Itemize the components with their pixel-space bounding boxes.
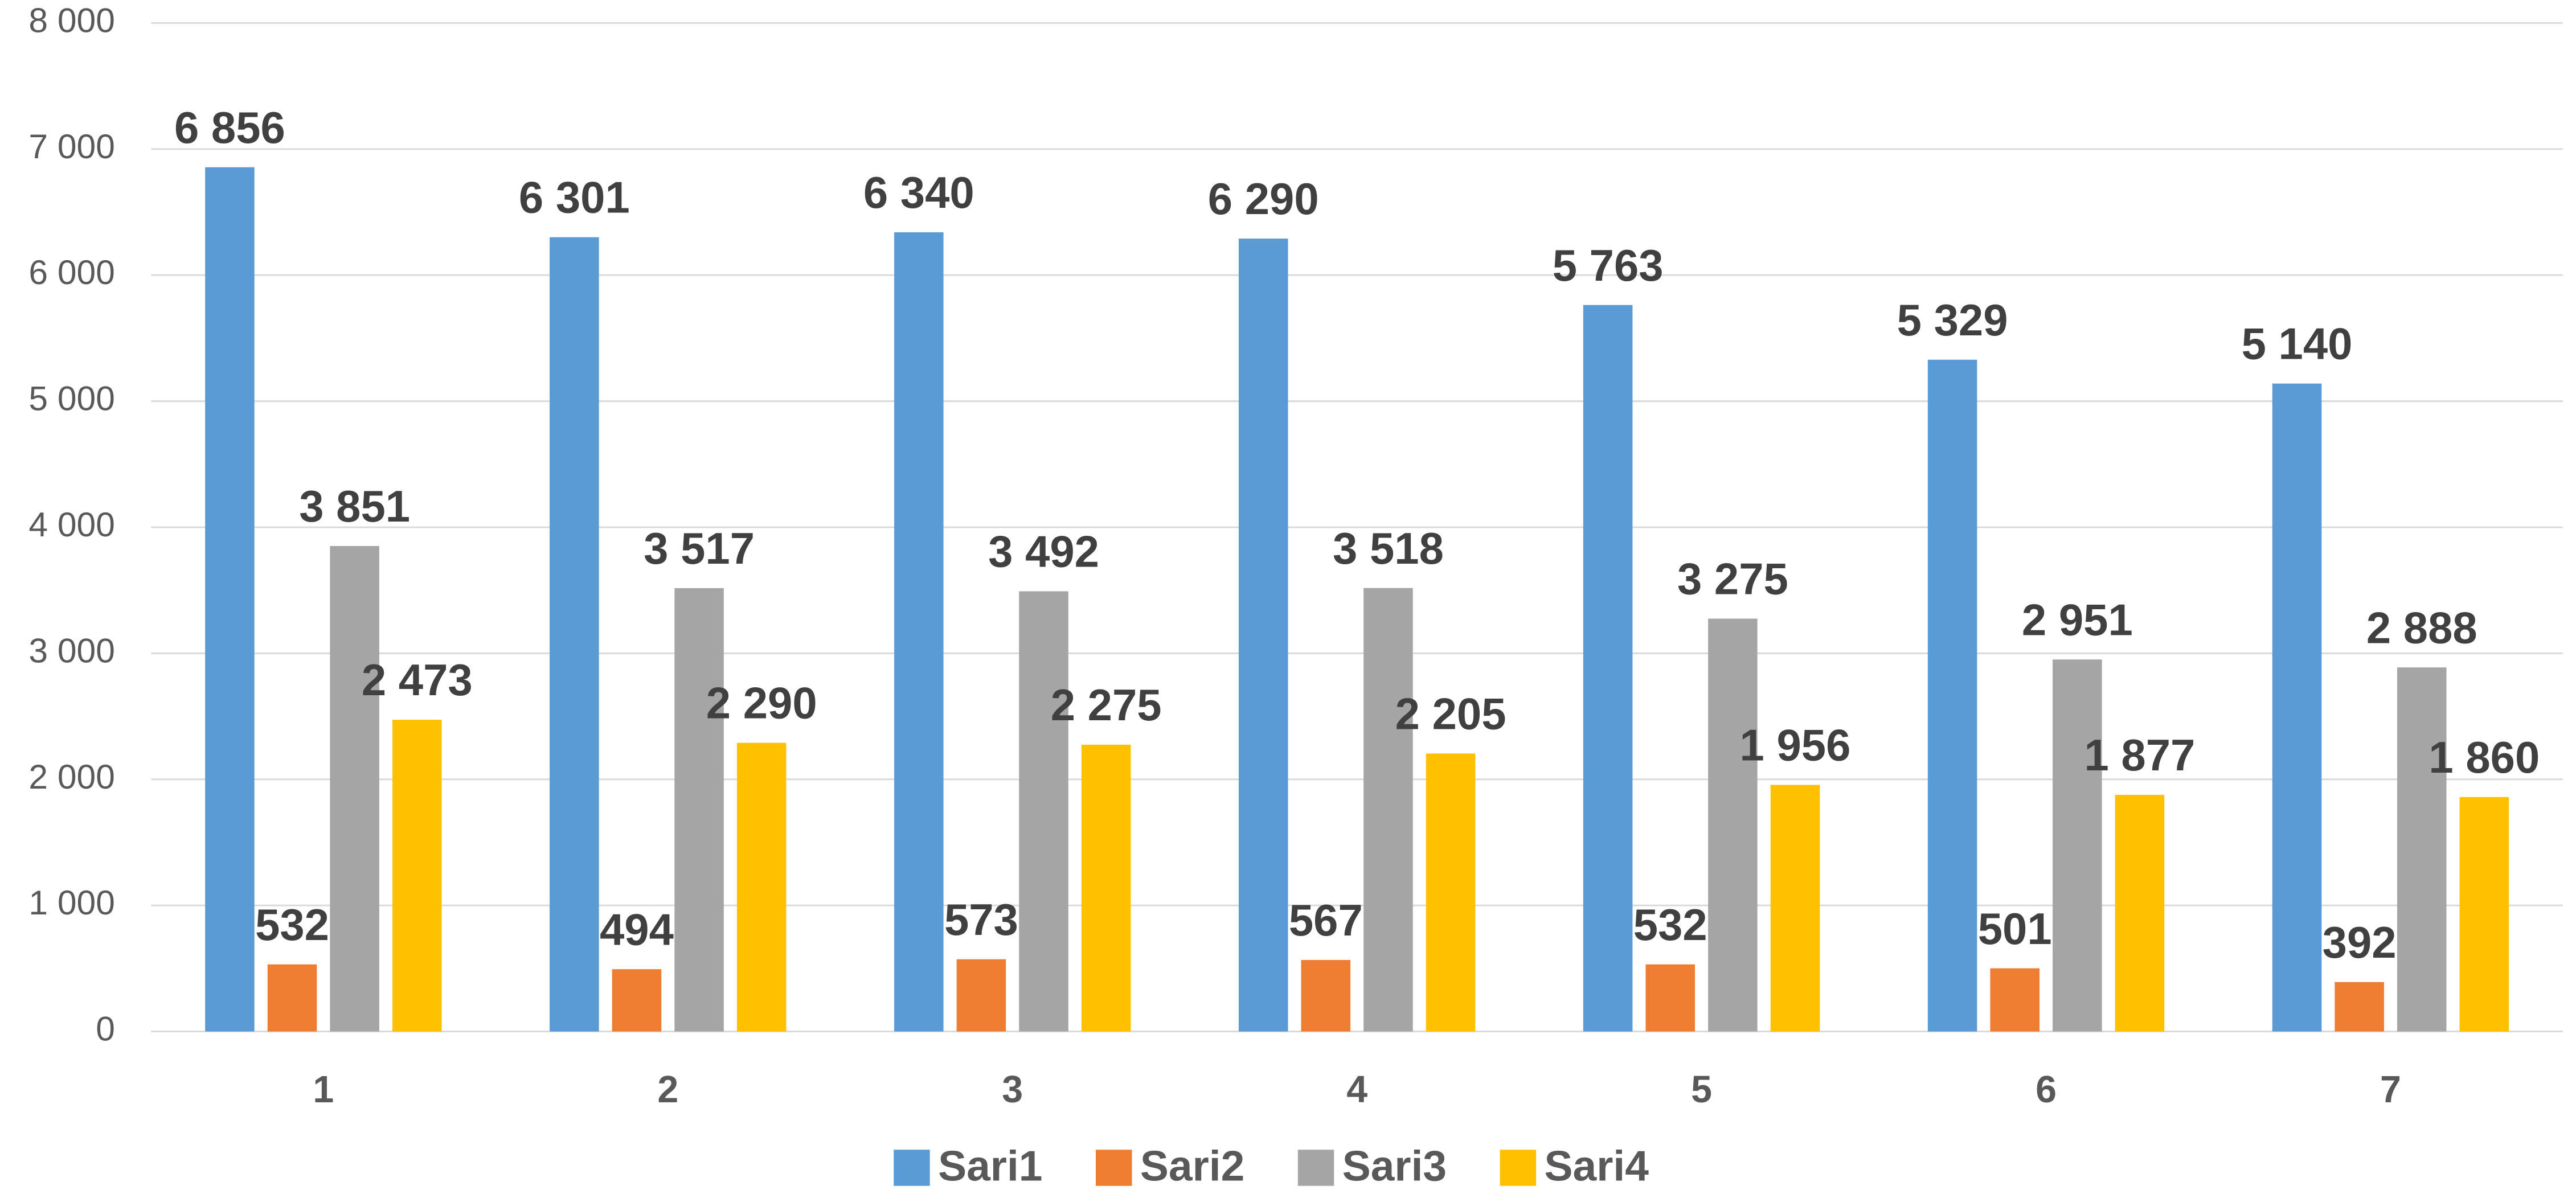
y-tick-label: 1 000	[28, 883, 115, 922]
bar	[550, 237, 599, 1032]
bar	[2053, 659, 2102, 1032]
legend-swatch	[894, 1150, 930, 1186]
value-label: 5 329	[1897, 295, 2008, 345]
value-label: 5 140	[2242, 319, 2353, 369]
bar	[205, 167, 255, 1032]
legend-label: Sari4	[1544, 1142, 1649, 1190]
bar	[1645, 964, 1696, 1032]
value-label: 6 290	[1208, 174, 1319, 224]
x-tick-label: 2	[657, 1069, 678, 1111]
legend-swatch	[1297, 1150, 1334, 1186]
bar	[1583, 305, 1633, 1032]
value-label: 5 763	[1553, 240, 1664, 290]
y-tick-label: 0	[96, 1010, 115, 1048]
legend-label: Sari3	[1342, 1142, 1447, 1190]
value-label: 3 518	[1333, 523, 1444, 573]
bar	[612, 969, 662, 1032]
bar	[736, 742, 787, 1032]
bar	[2459, 797, 2509, 1032]
y-tick-label: 6 000	[28, 253, 115, 292]
legend-swatch	[1500, 1150, 1537, 1186]
x-tick-label: 7	[2380, 1069, 2401, 1111]
y-tick-label: 7 000	[28, 127, 115, 166]
bar	[1990, 968, 2039, 1032]
bar	[330, 545, 379, 1032]
y-tick-label: 3 000	[28, 631, 115, 670]
value-label: 2 888	[2366, 602, 2477, 653]
value-label: 532	[1633, 900, 1707, 950]
bar	[1708, 618, 1758, 1032]
x-tick-label: 1	[313, 1069, 334, 1111]
value-label: 532	[255, 900, 329, 950]
legend-swatch	[1096, 1150, 1132, 1186]
bar	[392, 720, 442, 1032]
bar	[894, 232, 944, 1032]
bar	[1238, 239, 1288, 1032]
bar	[1019, 591, 1068, 1032]
value-label: 567	[1289, 895, 1363, 945]
value-label: 2 290	[706, 678, 817, 728]
bar	[1363, 588, 1413, 1032]
value-label: 2 275	[1051, 680, 1162, 730]
legend-label: Sari1	[938, 1142, 1042, 1190]
value-label: 1 956	[1740, 720, 1851, 770]
value-label: 2 205	[1395, 689, 1506, 739]
y-tick-label: 2 000	[28, 757, 115, 796]
bar	[674, 588, 724, 1032]
value-label: 3 851	[299, 481, 410, 531]
value-label: 1 860	[2428, 732, 2540, 782]
bar	[267, 964, 317, 1032]
value-label: 3 492	[988, 527, 1099, 577]
value-label: 3 517	[644, 523, 755, 573]
y-tick-label: 5 000	[28, 379, 115, 418]
value-label: 494	[600, 904, 674, 954]
value-label: 6 340	[863, 167, 974, 218]
y-tick-label: 4 000	[28, 505, 115, 544]
x-tick-label: 3	[1002, 1069, 1023, 1111]
bar	[1081, 744, 1131, 1032]
bar	[2335, 982, 2384, 1032]
x-tick-label: 4	[1346, 1069, 1367, 1111]
y-tick-label: 8 000	[28, 1, 115, 39]
x-tick-label: 5	[1691, 1069, 1712, 1111]
bar	[1426, 753, 1476, 1032]
bar	[1770, 785, 1820, 1032]
value-label: 2 473	[362, 655, 473, 705]
value-label: 573	[944, 894, 1018, 945]
value-label: 2 951	[2022, 594, 2133, 645]
value-label: 501	[1978, 904, 2052, 954]
value-label: 1 877	[2084, 730, 2195, 780]
bar	[1927, 359, 1977, 1032]
bar	[956, 959, 1006, 1032]
legend-label: Sari2	[1140, 1142, 1244, 1190]
value-label: 392	[2323, 917, 2397, 967]
bar	[2272, 383, 2322, 1032]
value-label: 6 856	[174, 102, 285, 153]
bar	[2115, 795, 2165, 1032]
bar	[2397, 667, 2447, 1032]
bar	[1301, 960, 1351, 1032]
value-label: 6 301	[519, 173, 630, 223]
value-label: 3 275	[1677, 554, 1788, 604]
x-tick-label: 6	[2036, 1069, 2057, 1111]
